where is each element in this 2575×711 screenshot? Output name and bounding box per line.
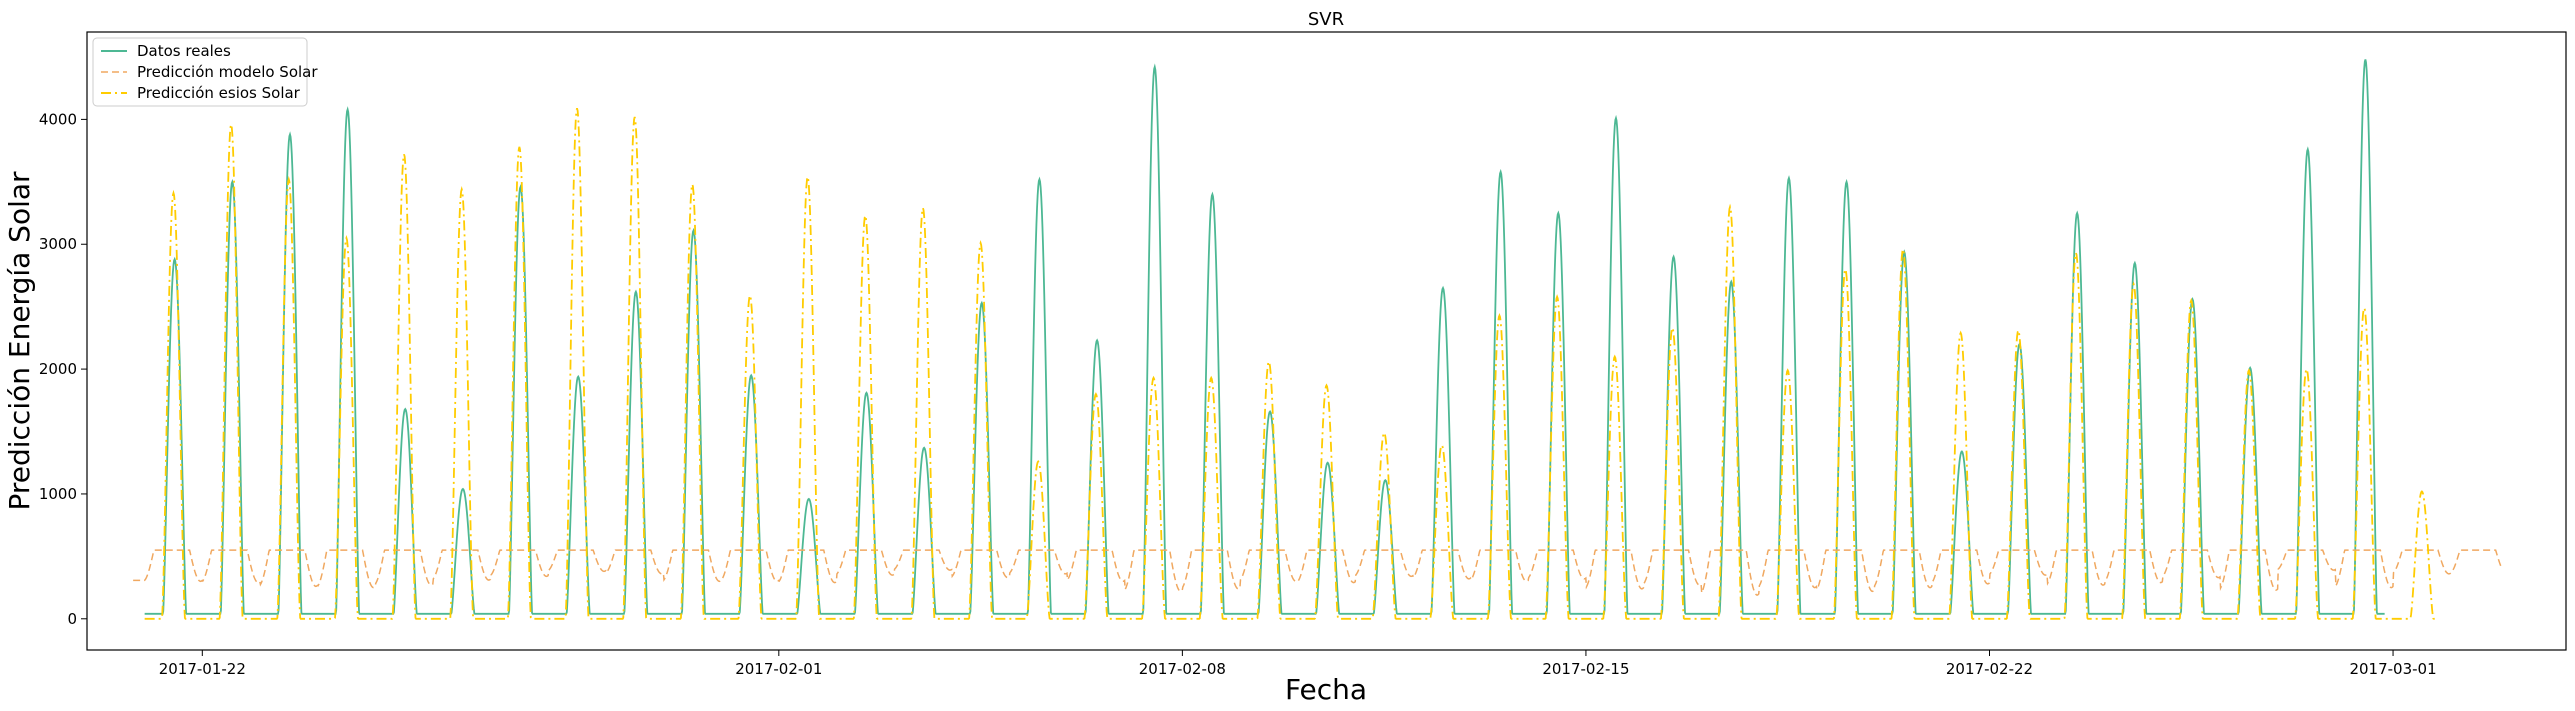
legend-label-prediccion-modelo: Predicción modelo Solar <box>137 63 318 81</box>
y-tick-label: 2000 <box>39 360 77 378</box>
y-tick-label: 0 <box>67 610 77 628</box>
x-axis-label: Fecha <box>1285 673 1367 706</box>
plot-frame <box>86 31 2567 651</box>
x-tick-label: 2017-03-01 <box>2349 660 2436 678</box>
legend-label-prediccion-esios: Predicción esios Solar <box>137 84 301 102</box>
legend-box <box>92 37 308 107</box>
y-axis-label: Predicción Energía Solar <box>3 171 36 511</box>
chart-title: SVR <box>1308 9 1344 30</box>
x-tick-label: 2017-01-22 <box>159 660 246 678</box>
y-tick-label: 3000 <box>39 235 77 253</box>
legend: Datos reales Predicción modelo Solar Pre… <box>92 37 318 107</box>
x-axis: 2017-01-22 2017-02-01 2017-02-08 2017-02-15… <box>159 650 2437 678</box>
y-tick-label: 4000 <box>39 110 77 128</box>
y-axis: 0 1000 2000 3000 4000 <box>39 110 87 628</box>
x-tick-label: 2017-02-01 <box>735 660 822 678</box>
x-tick-label: 2017-02-08 <box>1139 660 1226 678</box>
y-tick-label: 1000 <box>39 485 77 503</box>
x-tick-label: 2017-02-15 <box>1542 660 1629 678</box>
series-layer <box>133 59 2503 620</box>
x-tick-label: 2017-02-22 <box>1946 660 2033 678</box>
series-line-prediccion-esios <box>144 107 2437 620</box>
legend-label-datos-reales: Datos reales <box>137 42 231 60</box>
series-line-prediccion-modelo <box>133 549 2503 596</box>
